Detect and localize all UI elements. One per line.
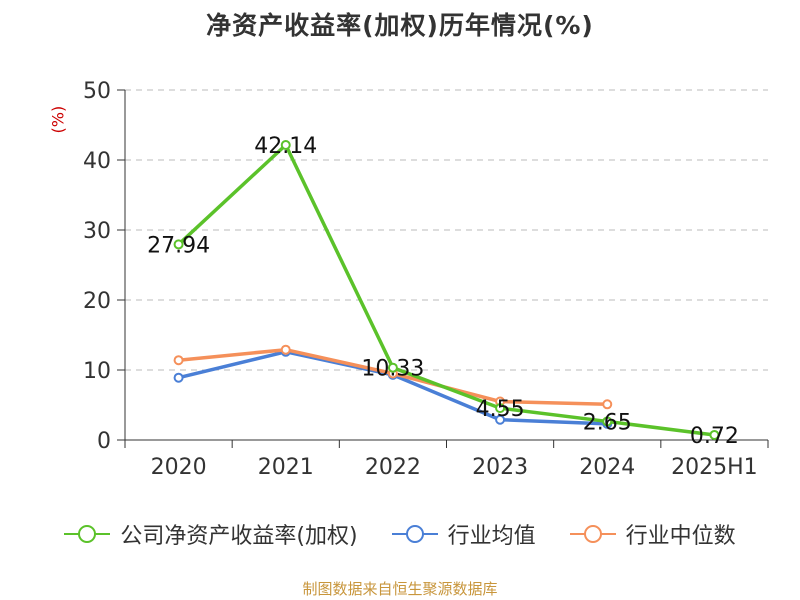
- legend-marker-industry-median: [569, 525, 616, 543]
- data-label: 0.72: [690, 424, 739, 449]
- data-label: 27.94: [147, 233, 210, 258]
- x-tick-label: 2022: [365, 455, 421, 480]
- series-line-0: [177, 143, 715, 437]
- data-point: [173, 372, 184, 383]
- legend: 公司净资产收益率(加权) 行业均值 行业中位数: [0, 518, 800, 550]
- y-tick-label: 30: [83, 219, 111, 244]
- data-label: 4.55: [476, 397, 525, 422]
- data-label: 2.65: [583, 410, 632, 435]
- data-point: [709, 429, 720, 440]
- y-tick-label: 40: [83, 149, 111, 174]
- data-point: [280, 140, 291, 151]
- y-tick-label: 20: [83, 289, 111, 314]
- data-point: [495, 414, 506, 425]
- legend-label-industry-median: 行业中位数: [625, 524, 736, 549]
- x-tick-label: 2024: [579, 455, 635, 480]
- legend-item-industry-mean[interactable]: 行业均值: [391, 518, 536, 550]
- legend-marker-industry-mean: [391, 525, 438, 543]
- x-tick-label: 2020: [151, 455, 207, 480]
- data-label: 10.33: [361, 357, 424, 382]
- data-point: [602, 416, 613, 427]
- legend-item-industry-median[interactable]: 行业中位数: [569, 518, 736, 550]
- data-point: [602, 399, 613, 410]
- data-point: [280, 344, 291, 355]
- x-tick-label: 2025H1: [671, 455, 758, 480]
- data-point: [495, 403, 506, 414]
- data-point: [173, 239, 184, 250]
- y-tick-label: 0: [97, 429, 111, 454]
- data-source-note: 制图数据来自恒生聚源数据库: [302, 580, 498, 598]
- data-label: 42.14: [254, 134, 317, 159]
- legend-marker-company: [64, 525, 111, 543]
- data-point: [173, 355, 184, 366]
- data-point: [387, 362, 398, 373]
- chart-title: 净资产收益率(加权)历年情况(%): [206, 11, 594, 40]
- x-tick-label: 2021: [258, 455, 314, 480]
- legend-item-company[interactable]: 公司净资产收益率(加权): [64, 518, 358, 550]
- y-tick-label: 50: [83, 79, 111, 104]
- legend-label-company: 公司净资产收益率(加权): [120, 524, 358, 549]
- legend-label-industry-mean: 行业均值: [447, 524, 536, 549]
- x-tick-label: 2023: [472, 455, 528, 480]
- y-tick-label: 10: [83, 359, 111, 384]
